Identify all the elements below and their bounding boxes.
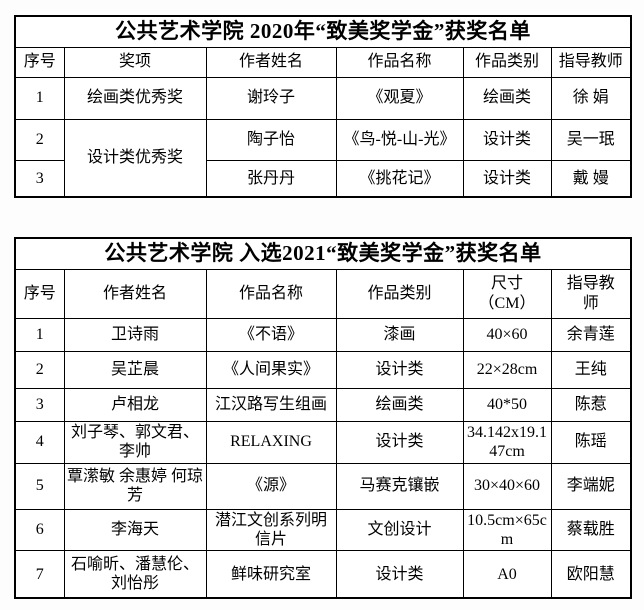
author-cell: 卫诗雨 [63, 317, 207, 352]
advisor-cell: 李端妮 [550, 462, 632, 510]
row-number-cell: 1 [14, 76, 65, 120]
author-cell: 张丹丹 [205, 159, 337, 198]
table-row: 2 设计类优秀奖 陶子怡 《鸟-悦-山-光》 设计类 吴一珉 [14, 118, 632, 198]
header-row-number: 序号 [14, 46, 65, 78]
category-cell: 绘画类 [462, 76, 552, 120]
author-cell: 石喻昕、潘慧伦、刘怡彤 [63, 549, 207, 599]
header-author-name: 作者姓名 [205, 46, 337, 78]
table-row: 1 绘画类优秀奖 谢玲子 《观夏》 绘画类 徐 娟 [14, 76, 632, 120]
size-cell: 30×40×60 [462, 462, 552, 510]
category-cell: 设计类 [335, 420, 464, 464]
header-size-cm: 尺寸 （CM） [462, 268, 552, 319]
header-work-category: 作品类别 [462, 46, 552, 78]
table-row: 1 卫诗雨 《不语》 漆画 40×60 余青莲 [14, 317, 632, 352]
table-2020-title: 公共艺术学院 2020年“致美奖学金”获奖名单 [14, 15, 632, 48]
table-header-row: 序号 奖项 作者姓名 作品名称 作品类别 指导教师 [14, 46, 632, 78]
advisor-cell: 陈瑶 [550, 420, 632, 464]
header-row-number: 序号 [14, 268, 65, 319]
table-row: 7 石喻昕、潘慧伦、刘怡彤 鲜味研究室 设计类 A0 欧阳慧 [14, 549, 632, 599]
work-title-cell: RELAXING [205, 420, 337, 464]
category-cell: 设计类 [462, 159, 552, 198]
header-advisor: 指导教 师 [550, 268, 632, 319]
row-number-cell: 2 [14, 118, 65, 161]
size-cell: 40×60 [462, 317, 552, 352]
size-cell: 22×28cm [462, 350, 552, 389]
advisor-cell: 蔡载胜 [550, 508, 632, 551]
award-cell: 绘画类优秀奖 [63, 76, 207, 120]
row-number-cell: 5 [14, 462, 65, 510]
header-work-category: 作品类别 [335, 268, 464, 319]
size-cell: A0 [462, 549, 552, 599]
category-cell: 设计类 [462, 118, 552, 161]
advisor-cell: 戴 嫚 [550, 159, 632, 198]
author-cell: 李海天 [63, 508, 207, 551]
size-cell: 34.142x19.147cm [462, 420, 552, 464]
category-cell: 马赛克镶嵌 [335, 462, 464, 510]
category-cell: 漆画 [335, 317, 464, 352]
work-title-cell: 江汉路写生组画 [205, 387, 337, 422]
work-title-cell: 鲜味研究室 [205, 549, 337, 599]
row-number-cell: 3 [14, 387, 65, 422]
row-number-cell: 3 [14, 159, 65, 198]
awards-table-2021: 公共艺术学院 入选2021“致美奖学金”获奖名单 序号 作者姓名 作品名称 作品… [14, 237, 632, 600]
header-author-name: 作者姓名 [63, 268, 207, 319]
author-cell: 谢玲子 [205, 76, 337, 120]
work-title-cell: 《不语》 [205, 317, 337, 352]
award-cell-merged: 设计类优秀奖 [63, 118, 207, 198]
row-number-cell: 4 [14, 420, 65, 464]
author-cell: 陶子怡 [205, 118, 337, 161]
table-header-row: 序号 作者姓名 作品名称 作品类别 尺寸 （CM） 指导教 师 [14, 268, 632, 319]
work-title-cell: 《源》 [205, 462, 337, 510]
work-title-cell: 《鸟-悦-山-光》 [335, 118, 464, 161]
table-row: 3 张丹丹 《挑花记》 设计类 戴 嫚 [14, 159, 632, 198]
work-title-cell: 《观夏》 [335, 76, 464, 120]
advisor-cell: 余青莲 [550, 317, 632, 352]
advisor-cell: 陈惹 [550, 387, 632, 422]
table-row: 5 覃潆敏 余惠婷 何琼芳 《源》 马赛克镶嵌 30×40×60 李端妮 [14, 462, 632, 510]
table-row: 3 卢相龙 江汉路写生组画 绘画类 40*50 陈惹 [14, 387, 632, 422]
row-number-cell: 2 [14, 350, 65, 389]
table-row: 6 李海天 潜江文创系列明信片 文创设计 10.5cm×65cm 蔡载胜 [14, 508, 632, 551]
advisor-cell: 欧阳慧 [550, 549, 632, 599]
advisor-cell: 吴一珉 [550, 118, 632, 161]
category-cell: 文创设计 [335, 508, 464, 551]
work-title-cell: 《挑花记》 [335, 159, 464, 198]
row-number-cell: 1 [14, 317, 65, 352]
author-cell: 吴芷晨 [63, 350, 207, 389]
advisor-cell: 徐 娟 [550, 76, 632, 120]
size-cell: 40*50 [462, 387, 552, 422]
row-number-cell: 7 [14, 549, 65, 599]
author-cell: 卢相龙 [63, 387, 207, 422]
table-2021-title: 公共艺术学院 入选2021“致美奖学金”获奖名单 [14, 237, 632, 270]
header-work-title: 作品名称 [205, 268, 337, 319]
table-title-row: 公共艺术学院 2020年“致美奖学金”获奖名单 [14, 15, 632, 48]
awards-table-2020: 公共艺术学院 2020年“致美奖学金”获奖名单 序号 奖项 作者姓名 作品名称 … [14, 15, 633, 198]
category-cell: 设计类 [335, 549, 464, 599]
work-title-cell: 潜江文创系列明信片 [205, 508, 337, 551]
header-award: 奖项 [63, 46, 207, 78]
header-advisor: 指导教师 [550, 46, 632, 78]
header-work-title: 作品名称 [335, 46, 464, 78]
author-cell: 覃潆敏 余惠婷 何琼芳 [63, 462, 207, 510]
row-number-cell: 6 [14, 508, 65, 551]
work-title-cell: 《人间果实》 [205, 350, 337, 389]
table-row: 2 吴芷晨 《人间果实》 设计类 22×28cm 王纯 [14, 350, 632, 389]
table-title-row: 公共艺术学院 入选2021“致美奖学金”获奖名单 [14, 237, 632, 270]
table-row: 4 刘子琴、郭文君、李帅 RELAXING 设计类 34.142x19.147c… [14, 420, 632, 464]
category-cell: 设计类 [335, 350, 464, 389]
category-cell: 绘画类 [335, 387, 464, 422]
size-cell: 10.5cm×65cm [462, 508, 552, 551]
author-cell: 刘子琴、郭文君、李帅 [63, 420, 207, 464]
advisor-cell: 王纯 [550, 350, 632, 389]
